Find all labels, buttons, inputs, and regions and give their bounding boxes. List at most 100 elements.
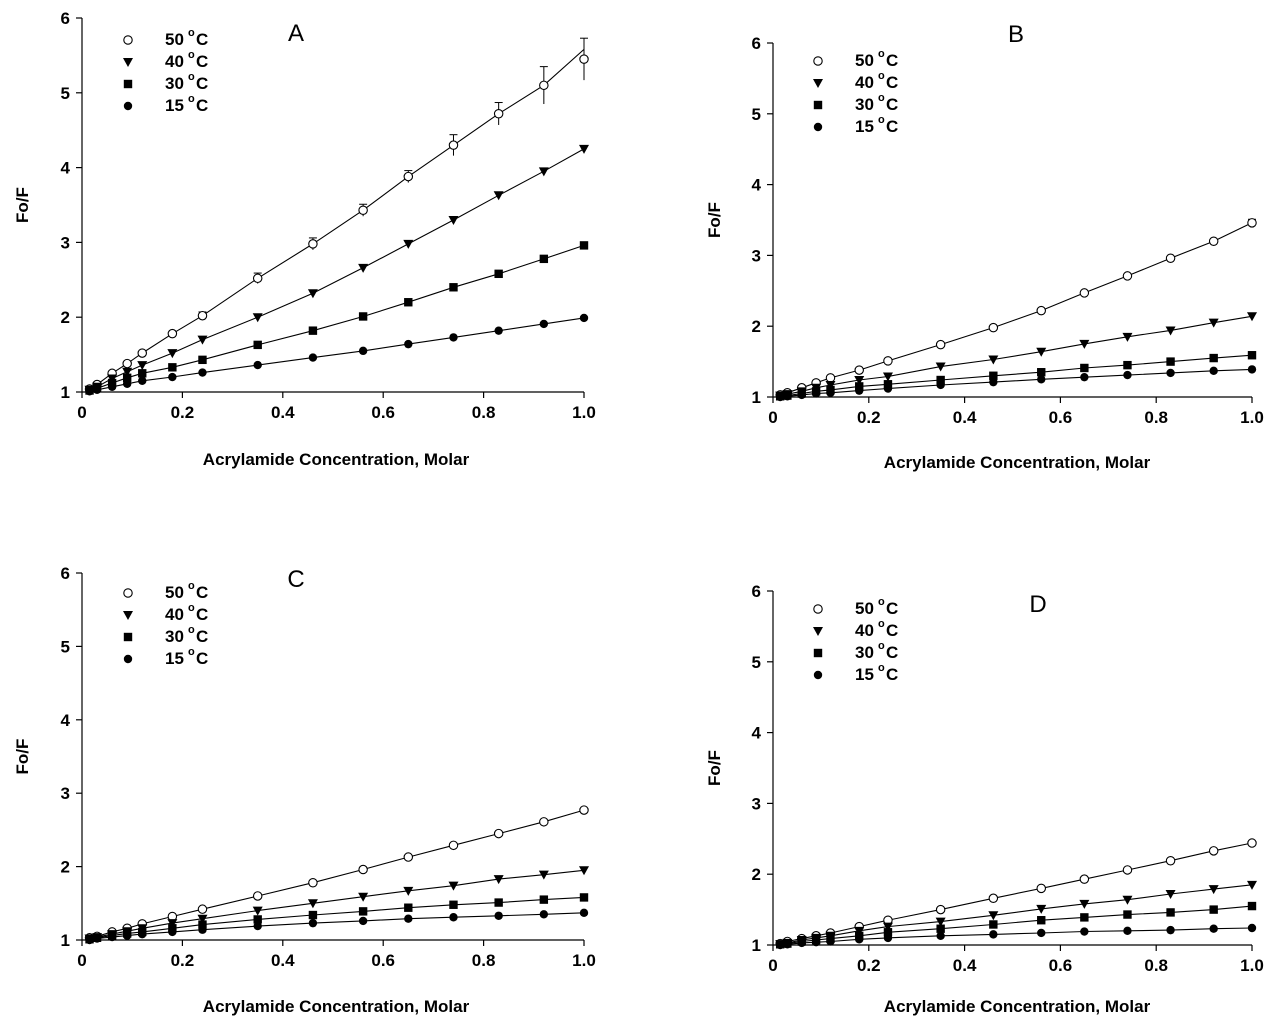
fit-line <box>89 317 585 392</box>
legend-entry-40c: 40 o C <box>813 618 898 640</box>
data-point <box>253 915 262 924</box>
data-point <box>308 353 318 362</box>
data-point <box>122 373 132 382</box>
data-point <box>358 907 368 916</box>
data-point <box>539 817 549 827</box>
data-point <box>1080 913 1089 922</box>
legend-marker <box>123 101 133 111</box>
series-30c <box>775 351 1257 401</box>
legend-unit: C <box>886 117 898 136</box>
data-point <box>358 892 369 902</box>
data-point <box>448 881 459 891</box>
degree-symbol: o <box>188 49 195 61</box>
degree-symbol: o <box>878 48 885 60</box>
degree-symbol: o <box>188 93 195 105</box>
data-point <box>493 828 504 839</box>
series-30c <box>85 241 589 395</box>
data-point <box>107 932 117 942</box>
y-tick-label: 6 <box>61 564 70 583</box>
data-point <box>855 382 864 391</box>
x-tick-label: 0.2 <box>857 956 881 975</box>
degree-symbol: o <box>188 27 195 39</box>
y-tick-label: 3 <box>752 794 761 813</box>
data-point <box>448 215 459 225</box>
legend-unit: C <box>886 665 898 684</box>
data-point <box>85 387 94 396</box>
legend-unit: C <box>886 73 898 92</box>
data-point <box>252 313 263 323</box>
x-axis-title: Acrylamide Concentration, Molar <box>203 997 470 1016</box>
legend-marker <box>123 632 133 642</box>
data-point <box>935 904 946 915</box>
degree-symbol: o <box>188 580 195 592</box>
data-point <box>138 369 147 378</box>
degree-symbol: o <box>188 624 195 636</box>
y-tick-label: 6 <box>752 34 761 53</box>
panel-letter: A <box>288 20 304 47</box>
data-point <box>1166 908 1175 917</box>
data-point <box>539 80 549 91</box>
data-point <box>936 931 945 940</box>
legend-label: 30 <box>855 95 874 114</box>
data-point <box>1037 916 1046 925</box>
data-point <box>538 167 549 177</box>
data-point <box>988 355 999 365</box>
data-point <box>1036 904 1047 914</box>
data-point <box>1208 846 1219 856</box>
legend-entry-40c: 40 o C <box>813 70 898 92</box>
legend-label: 50 <box>165 583 184 602</box>
data-point <box>883 928 893 937</box>
y-tick-label: 1 <box>752 936 761 955</box>
x-tick-label: 0.6 <box>1049 408 1073 427</box>
x-tick-label: 1.0 <box>572 403 596 422</box>
data-point <box>107 382 117 391</box>
data-point <box>988 893 999 904</box>
data-point <box>307 899 318 909</box>
data-point <box>403 852 414 862</box>
y-tick-label: 5 <box>61 84 70 103</box>
x-tick-label: 0.8 <box>472 403 496 422</box>
data-point <box>1247 923 1257 933</box>
legend-unit: C <box>196 583 208 602</box>
degree-symbol: o <box>878 640 885 652</box>
data-point <box>811 389 821 398</box>
legend-label: 15 <box>855 117 874 136</box>
legend-marker <box>813 56 823 66</box>
data-point <box>811 937 821 947</box>
legend-entry-30c: 30 o C <box>813 640 898 662</box>
data-point <box>449 913 458 922</box>
x-tick-label: 0.8 <box>1144 956 1168 975</box>
series-50c <box>775 838 1257 949</box>
data-point <box>797 938 806 948</box>
degree-symbol: o <box>878 92 885 104</box>
legend-entry-50c: 50 o C <box>123 580 208 602</box>
data-point <box>989 920 998 929</box>
data-point <box>198 920 207 929</box>
data-point <box>1036 347 1047 357</box>
x-tick-label: 0.8 <box>472 951 496 970</box>
y-axis-title: Fo/F <box>13 187 32 223</box>
data-point <box>307 289 318 299</box>
legend-label: 30 <box>855 643 874 662</box>
data-point <box>936 380 945 390</box>
data-point <box>493 191 504 201</box>
legend-unit: C <box>196 52 208 71</box>
data-point <box>308 918 318 928</box>
legend-unit: C <box>886 599 898 618</box>
legend-unit: C <box>886 621 898 640</box>
data-point <box>579 313 589 323</box>
data-point <box>252 273 263 284</box>
fit-line <box>89 809 585 939</box>
data-point <box>1209 366 1218 376</box>
legend-entry-50c: 50 o C <box>123 27 208 49</box>
data-point <box>252 906 263 916</box>
legend-entry-40c: 40 o C <box>123 602 208 624</box>
data-point <box>988 322 999 333</box>
data-point <box>1037 375 1046 384</box>
data-point <box>579 866 589 876</box>
data-point <box>168 372 177 382</box>
legend-entry-50c: 50 o C <box>813 48 898 70</box>
x-tick-label: 0.6 <box>371 403 395 422</box>
x-tick-label: 0.4 <box>953 956 977 975</box>
